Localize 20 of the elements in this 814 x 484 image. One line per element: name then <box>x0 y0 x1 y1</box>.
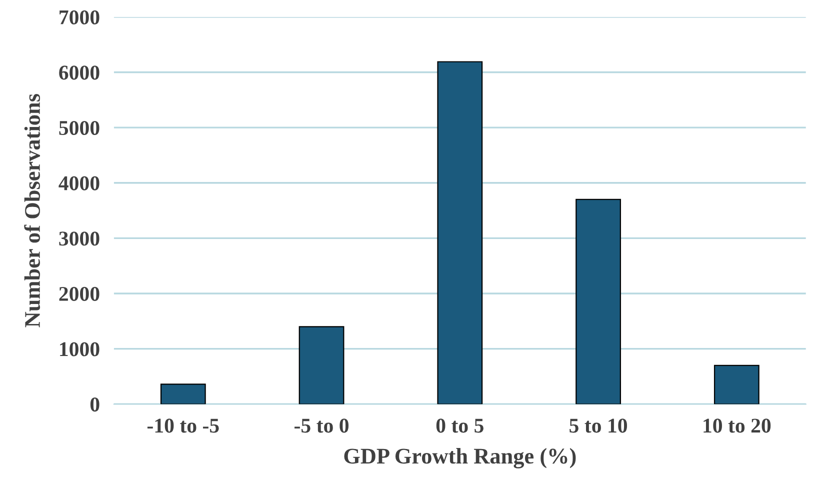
y-tick-label: 5000 <box>59 120 100 135</box>
y-tick-label: 4000 <box>58 176 100 190</box>
y-tick-label: 1000 <box>60 342 100 356</box>
y-tick-label: 7000 <box>60 10 100 24</box>
y-tick-label: 2000 <box>59 286 100 301</box>
y-tick-label: 0 <box>90 398 100 412</box>
bar <box>298 326 344 404</box>
y-tick-label: 3000 <box>59 232 100 246</box>
x-tick-label: -10 to -5 <box>147 418 219 433</box>
bar <box>576 198 621 404</box>
x-tick-label: 0 to 5 <box>436 418 484 433</box>
y-tick-label: 6000 <box>59 66 100 80</box>
x-tick-label: -5 to 0 <box>294 418 349 433</box>
x-axis-title: GDP Growth Range (%) <box>344 448 576 468</box>
x-tick-label: 10 to 20 <box>704 418 771 433</box>
bar <box>160 384 206 404</box>
x-tick-label: 5 to 10 <box>570 418 628 433</box>
bar <box>714 364 760 404</box>
y-axis-title: Number of Observations <box>24 94 40 328</box>
bar <box>437 61 483 404</box>
